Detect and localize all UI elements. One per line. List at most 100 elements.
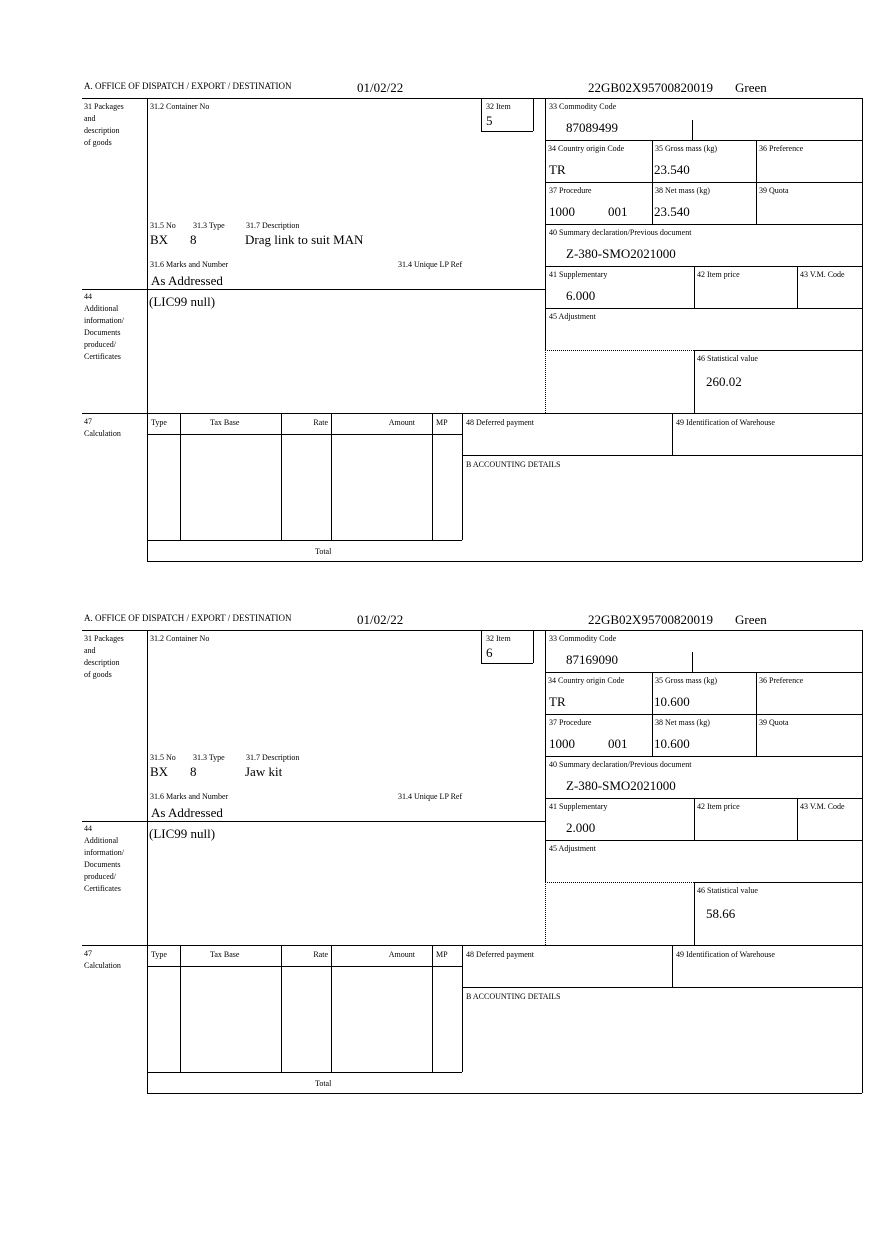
supplementary-label: 41 Supplementary bbox=[549, 802, 608, 811]
gross-mass-label: 35 Gross mass (kg) bbox=[655, 144, 717, 153]
summary-declaration: Z-380-SMO2021000 bbox=[566, 778, 676, 793]
divider bbox=[545, 756, 862, 757]
marks-value: As Addressed bbox=[151, 273, 223, 288]
package-count: 8 bbox=[190, 764, 197, 779]
unique-lp-ref-label: 31.4 Unique LP Ref bbox=[398, 260, 463, 269]
supplementary-label: 41 Supplementary bbox=[549, 270, 608, 279]
country-origin: TR bbox=[549, 694, 566, 709]
container-no-label: 31.2 Container No bbox=[150, 634, 210, 643]
calc-header-tax-base: Tax Base bbox=[210, 950, 240, 959]
description-label: 31.7 Description bbox=[246, 753, 300, 762]
box44-label: Certificates bbox=[84, 884, 121, 893]
commodity-code: 87089499 bbox=[566, 120, 618, 135]
preference-label: 36 Preference bbox=[759, 676, 804, 685]
description-label: 31.7 Description bbox=[246, 221, 300, 230]
box44-label: Documents bbox=[84, 860, 121, 869]
procedure: 1000 bbox=[549, 736, 575, 751]
divider bbox=[432, 945, 433, 1072]
preference-label: 36 Preference bbox=[759, 144, 804, 153]
declaration-date: 01/02/22 bbox=[357, 612, 404, 627]
divider bbox=[756, 672, 757, 756]
box47-label: Calculation bbox=[84, 961, 121, 970]
statistical-value-label: 46 Statistical value bbox=[697, 886, 758, 895]
box31-label: 31 Packages bbox=[84, 102, 124, 111]
package-kind: BX bbox=[150, 764, 169, 779]
calc-header-amount: Amount bbox=[388, 950, 415, 959]
gross-mass: 23.540 bbox=[654, 162, 690, 177]
declaration-reference: 22GB02X95700820019 bbox=[588, 80, 713, 95]
divider bbox=[481, 663, 533, 664]
divider bbox=[462, 413, 463, 540]
warehouse-label: 49 Identification of Warehouse bbox=[676, 418, 775, 427]
divider bbox=[82, 413, 862, 414]
divider bbox=[672, 413, 673, 455]
adjustment-label: 45 Adjustment bbox=[549, 844, 596, 853]
item-number: 6 bbox=[486, 645, 493, 660]
divider bbox=[481, 98, 482, 131]
box31-label: description bbox=[84, 658, 120, 667]
procedure-label: 37 Procedure bbox=[549, 186, 592, 195]
divider bbox=[147, 540, 462, 541]
divider bbox=[545, 840, 862, 841]
box44-label: information/ bbox=[84, 848, 124, 857]
calc-header-mp: MP bbox=[436, 950, 448, 959]
item-price-label: 42 Item price bbox=[697, 270, 740, 279]
calc-header-tax-base: Tax Base bbox=[210, 418, 240, 427]
divider bbox=[694, 882, 695, 945]
box44-label: 44 bbox=[84, 824, 92, 833]
divider bbox=[756, 140, 757, 224]
item-number: 5 bbox=[486, 113, 493, 128]
divider bbox=[862, 98, 863, 561]
divider bbox=[82, 630, 862, 631]
deferred-payment-label: 48 Deferred payment bbox=[466, 950, 534, 959]
no-label: 31.5 No bbox=[150, 221, 176, 230]
adjustment-label: 45 Adjustment bbox=[549, 312, 596, 321]
marks-label: 31.6 Marks and Number bbox=[150, 260, 229, 269]
divider bbox=[462, 455, 862, 456]
divider bbox=[545, 140, 862, 141]
divider bbox=[147, 434, 462, 435]
divider bbox=[147, 966, 462, 967]
divider bbox=[82, 289, 545, 290]
divider bbox=[694, 798, 695, 840]
quota-label: 39 Quota bbox=[759, 718, 789, 727]
vm-code-label: 43 V.M. Code bbox=[800, 802, 845, 811]
divider bbox=[545, 882, 546, 945]
marks-label: 31.6 Marks and Number bbox=[150, 792, 229, 801]
divider bbox=[545, 350, 546, 413]
divider bbox=[652, 672, 653, 756]
calc-header-rate: Rate bbox=[313, 950, 328, 959]
box31-label: and bbox=[84, 646, 96, 655]
accounting-details-label: B ACCOUNTING DETAILS bbox=[466, 992, 561, 1001]
goods-description: Jaw kit bbox=[245, 764, 283, 779]
commodity-code-label: 33 Commodity Code bbox=[549, 102, 617, 111]
statistical-value-label: 46 Statistical value bbox=[697, 354, 758, 363]
additional-info: (LIC99 null) bbox=[149, 294, 216, 309]
divider bbox=[331, 413, 332, 540]
calc-header-mp: MP bbox=[436, 418, 448, 427]
package-kind: BX bbox=[150, 232, 169, 247]
divider bbox=[545, 308, 862, 309]
vm-code-label: 43 V.M. Code bbox=[800, 270, 845, 279]
summary-declaration-label: 40 Summary declaration/Previous document bbox=[549, 228, 692, 237]
divider bbox=[545, 798, 862, 799]
divider bbox=[147, 1072, 462, 1073]
statistical-value: 260.02 bbox=[706, 374, 742, 389]
goods-description: Drag link to suit MAN bbox=[245, 232, 364, 247]
net-mass: 23.540 bbox=[654, 204, 690, 219]
commodity-code: 87169090 bbox=[566, 652, 618, 667]
divider bbox=[82, 821, 545, 822]
additional-info: (LIC99 null) bbox=[149, 826, 216, 841]
box31-label: of goods bbox=[84, 670, 112, 679]
net-mass-label: 38 Net mass (kg) bbox=[655, 718, 710, 727]
summary-declaration-label: 40 Summary declaration/Previous document bbox=[549, 760, 692, 769]
country-origin: TR bbox=[549, 162, 566, 177]
calc-header-amount: Amount bbox=[388, 418, 415, 427]
divider bbox=[545, 882, 694, 883]
divider bbox=[692, 120, 693, 140]
route-status: Green bbox=[735, 612, 767, 627]
procedure: 1000 bbox=[549, 204, 575, 219]
divider bbox=[694, 266, 695, 308]
summary-declaration: Z-380-SMO2021000 bbox=[566, 246, 676, 261]
